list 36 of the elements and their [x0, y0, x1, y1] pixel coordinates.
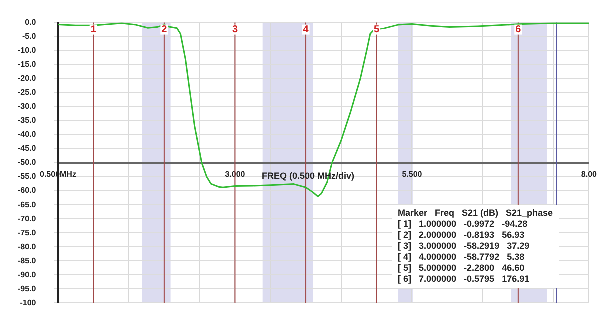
y-tick-label: -5.0 [22, 32, 37, 42]
y-tick-label: -90.0 [18, 270, 37, 280]
y-tick-label: 0.0 [25, 18, 37, 28]
annotation: [ 5] 5.000000 -2.2800 46.60 [398, 263, 526, 274]
annotation: 2 [162, 24, 168, 36]
y-tick-label: -15.0 [18, 60, 37, 70]
y-tick-label: -30.0 [18, 102, 37, 112]
y-tick-label: -80.0 [18, 242, 37, 252]
annotation: Marker Freq S21 (dB) S21_phase [398, 208, 554, 219]
annotation: [ 6] 7.000000 -0.5795 176.91 [398, 274, 531, 285]
y-tick-label: -10.0 [18, 46, 37, 56]
y-tick-label: -25.0 [18, 88, 37, 98]
annotation: [ 3] 3.000000 -58.2919 37.29 [398, 241, 531, 252]
y-tick-label: -85.0 [18, 256, 37, 266]
y-tick-label: -60.0 [18, 186, 37, 196]
y-tick-label: -75.0 [18, 228, 37, 238]
annotation: [ 4] 4.000000 -58.7792 5.38 [398, 252, 526, 263]
y-tick-label: -20.0 [18, 74, 37, 84]
annotation: [ 2] 2.000000 -0.8193 56.93 [398, 230, 526, 241]
annotation: 1 [90, 24, 97, 36]
y-tick-label: -95.0 [18, 284, 37, 294]
annotation: [ 1] 1.000000 -0.9972 -94.28 [398, 219, 529, 230]
y-tick-label: -50.0 [18, 158, 37, 168]
y-tick-label: -70.0 [18, 214, 37, 224]
x-tick-label: 5.500 [402, 170, 423, 180]
annotation: 6 [516, 24, 522, 36]
y-tick-label: -55.0 [18, 172, 37, 182]
y-tick-label: -100 [20, 298, 37, 308]
annotation: 5 [374, 24, 380, 36]
y-tick-label: -65.0 [18, 200, 37, 210]
annotation: 4 [303, 24, 310, 36]
x-tick-label: 8.00 [581, 170, 598, 180]
y-tick-label: -45.0 [18, 144, 37, 154]
y-tick-label: -35.0 [18, 116, 37, 126]
y-tick-label: -40.0 [18, 130, 37, 140]
annotation: 3 [232, 24, 238, 36]
